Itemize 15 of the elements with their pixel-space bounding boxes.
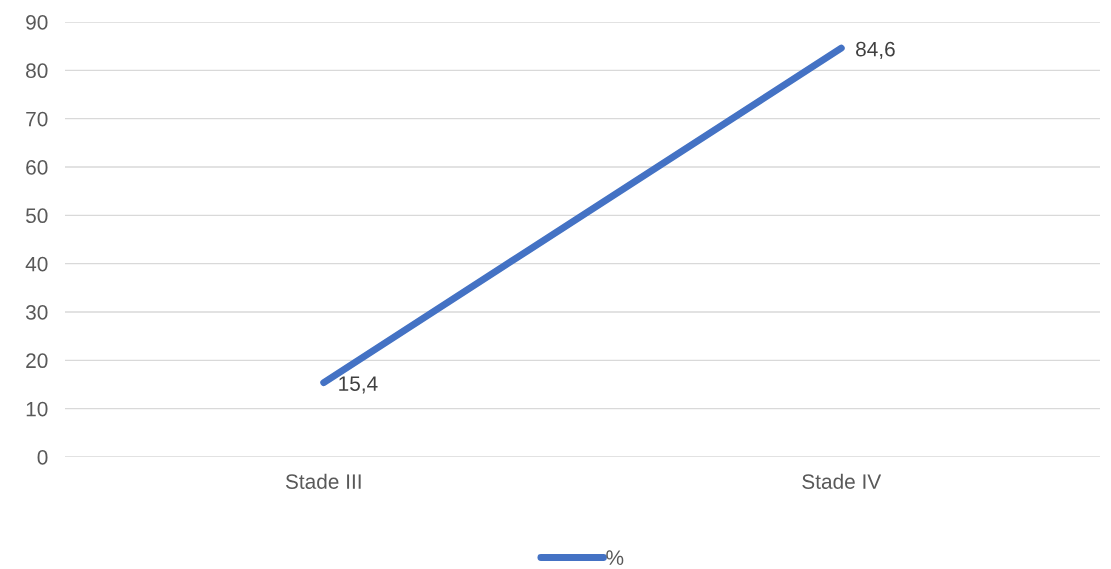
legend-label: % <box>606 550 624 565</box>
y-tick-label: 60 <box>26 160 48 175</box>
y-tick-label: 10 <box>26 401 48 417</box>
y-tick-label: 50 <box>26 208 48 224</box>
data-label: 15,4 <box>339 376 378 394</box>
y-tick-label: 40 <box>25 256 48 272</box>
y-tick-label: 0 <box>37 450 48 465</box>
y-tick-label: 30 <box>25 305 48 320</box>
data-label: 84,6 <box>856 41 895 59</box>
y-tick-label: 90 <box>26 15 48 30</box>
y-tick-label: 20 <box>26 353 48 369</box>
y-tick-label: 70 <box>26 111 48 127</box>
x-tick-label: Stade III <box>285 473 361 489</box>
y-tick-label: 80 <box>26 63 48 79</box>
x-tick-label: Stade IV <box>802 473 882 489</box>
